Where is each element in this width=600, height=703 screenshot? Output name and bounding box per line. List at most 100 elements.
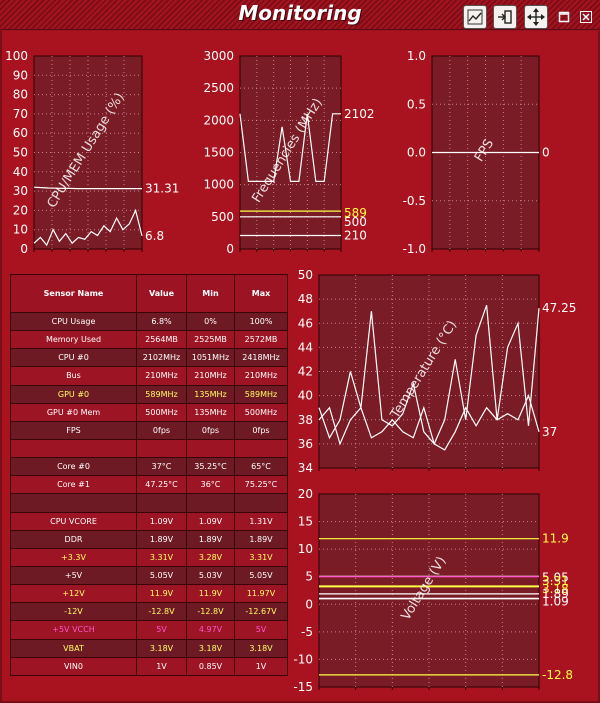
close-button[interactable] — [579, 10, 593, 24]
y-tick-label: -1.0 — [403, 242, 426, 256]
series-value-label: 11.9 — [542, 532, 569, 546]
sensor-min-cell — [186, 493, 235, 513]
series-value-label: 3.31 — [542, 574, 569, 588]
sensor-table: Sensor Name Value Min Max CPU Usage 6.8% 0… — [10, 274, 288, 676]
sensor-min-cell: 0% — [186, 311, 235, 332]
sensor-value-cell: 11.9V — [136, 584, 187, 604]
restore-icon — [558, 11, 570, 23]
series-value-label: 1.89 — [542, 587, 569, 601]
col-header-min: Min — [186, 274, 235, 313]
y-tick-label: 48 — [298, 292, 313, 306]
y-tick-label: -5 — [301, 625, 313, 639]
sensor-min-cell: 5.03V — [186, 565, 235, 586]
table-row[interactable]: Memory Used 2564MB 2525MB 2572MB — [10, 330, 288, 350]
y-tick-label: 60 — [13, 126, 28, 140]
sensor-name-cell: VBAT — [10, 638, 137, 658]
series-value-label: 0 — [542, 146, 550, 160]
y-tick-label: -15 — [293, 680, 313, 694]
table-row[interactable]: CPU VCORE 1.09V 1.09V 1.31V — [10, 511, 288, 531]
table-row[interactable]: Core #1 47.25°C 36°C 75.25°C — [10, 475, 288, 495]
y-tick-label: 5 — [305, 570, 313, 584]
table-row[interactable] — [10, 493, 288, 513]
sensor-value-cell — [136, 438, 187, 459]
sensor-min-cell: 1.09V — [186, 511, 235, 531]
sensor-min-cell: 36°C — [186, 475, 235, 495]
series-value-label: 6.8 — [145, 229, 164, 243]
y-tick-label: 1.0 — [407, 49, 426, 63]
series-value-label: 589 — [344, 206, 367, 220]
y-tick-label: 0 — [226, 242, 234, 256]
series-value-label: 500 — [344, 215, 367, 229]
table-row[interactable]: Core #0 37°C 35.25°C 65°C — [10, 457, 288, 477]
y-tick-label: 38 — [298, 413, 313, 427]
series-value-label: 37 — [542, 425, 557, 439]
y-tick-label: 10 — [13, 223, 28, 237]
sensor-value-cell: 589MHz — [136, 384, 187, 404]
table-row[interactable]: +12V 11.9V 11.9V 11.97V — [10, 584, 288, 604]
sensor-max-cell: 5.05V — [234, 565, 288, 586]
sensor-min-cell: 210MHz — [186, 366, 235, 386]
table-row[interactable]: GPU #0 589MHz 135MHz 589MHz — [10, 384, 288, 404]
table-row[interactable]: -12V -12.8V -12.8V -12.67V — [10, 602, 288, 622]
sensor-name-cell — [10, 438, 137, 459]
y-tick-label: 3000 — [203, 49, 234, 63]
sensor-value-cell — [136, 493, 187, 513]
sensor-name-cell: CPU VCORE — [10, 511, 137, 531]
sensor-min-cell: -12.8V — [186, 602, 235, 622]
sensor-min-cell: 11.9V — [186, 584, 235, 604]
table-row[interactable]: +5V VCCH 5V 4.97V 5V — [10, 620, 288, 640]
table-row[interactable]: Bus 210MHz 210MHz 210MHz — [10, 366, 288, 386]
y-tick-label: 2000 — [203, 113, 234, 127]
series-value-label: 31.31 — [145, 182, 179, 196]
table-row[interactable]: +5V 5.05V 5.03V 5.05V — [10, 565, 288, 586]
sensor-max-cell: 100% — [234, 311, 288, 332]
y-tick-label: 30 — [13, 184, 28, 198]
y-tick-label: 20 — [13, 203, 28, 217]
sensor-value-cell: 1.89V — [136, 529, 187, 549]
sensor-name-cell: GPU #0 Mem — [10, 402, 137, 422]
sensor-name-cell: CPU Usage — [10, 311, 137, 332]
table-row[interactable]: CPU #0 2102MHz 1051MHz 2418MHz — [10, 348, 288, 368]
sensor-name-cell: +5V VCCH — [10, 620, 137, 640]
table-row[interactable] — [10, 438, 288, 459]
chart-view-button[interactable] — [463, 5, 487, 29]
title-bar[interactable]: Monitoring — [0, 0, 600, 30]
y-tick-label: 0.5 — [407, 97, 426, 111]
sensor-min-cell: 4.97V — [186, 620, 235, 640]
sensor-min-cell: 3.18V — [186, 638, 235, 658]
y-tick-label: 50 — [13, 146, 28, 160]
table-row[interactable]: CPU Usage 6.8% 0% 100% — [10, 311, 288, 332]
sensor-max-cell: 2418MHz — [234, 348, 288, 368]
sensor-value-cell: 1.09V — [136, 511, 187, 531]
line-chart-icon — [467, 9, 483, 25]
y-tick-label: 42 — [298, 365, 313, 379]
sensor-value-cell: 6.8% — [136, 311, 187, 332]
sensor-min-cell: 1051MHz — [186, 348, 235, 368]
table-row[interactable]: +3.3V 3.31V 3.28V 3.31V — [10, 547, 288, 567]
table-row[interactable]: FPS 0fps 0fps 0fps — [10, 420, 288, 440]
restore-button[interactable] — [557, 10, 571, 24]
y-tick-label: 2500 — [203, 81, 234, 95]
y-tick-label: 40 — [13, 165, 28, 179]
series-line — [239, 113, 341, 182]
series-value-label: 47.25 — [542, 301, 576, 315]
table-row[interactable]: DDR 1.89V 1.89V 1.89V — [10, 529, 288, 549]
sensor-name-cell: DDR — [10, 529, 137, 549]
sensor-max-cell: 1V — [234, 656, 288, 676]
move-button[interactable] — [524, 5, 548, 29]
window-title: Monitoring — [238, 1, 362, 25]
table-row[interactable]: VIN0 1V 0.85V 1V — [10, 656, 288, 676]
table-row[interactable]: VBAT 3.18V 3.18V 3.18V — [10, 638, 288, 658]
series-value-label: 1.09 — [542, 594, 569, 608]
y-tick-label: 36 — [298, 437, 313, 451]
sensor-value-cell: 3.31V — [136, 547, 187, 567]
sensor-value-cell: 5V — [136, 620, 187, 640]
sensor-name-cell: +12V — [10, 584, 137, 604]
sensor-value-cell: 1V — [136, 656, 187, 676]
sensor-name-cell: FPS — [10, 420, 137, 440]
dock-button[interactable] — [493, 5, 517, 29]
sensor-min-cell: 135MHz — [186, 384, 235, 404]
sensor-max-cell: 500MHz — [234, 402, 288, 422]
table-row[interactable]: GPU #0 Mem 500MHz 135MHz 500MHz — [10, 402, 288, 422]
sensor-min-cell: 135MHz — [186, 402, 235, 422]
